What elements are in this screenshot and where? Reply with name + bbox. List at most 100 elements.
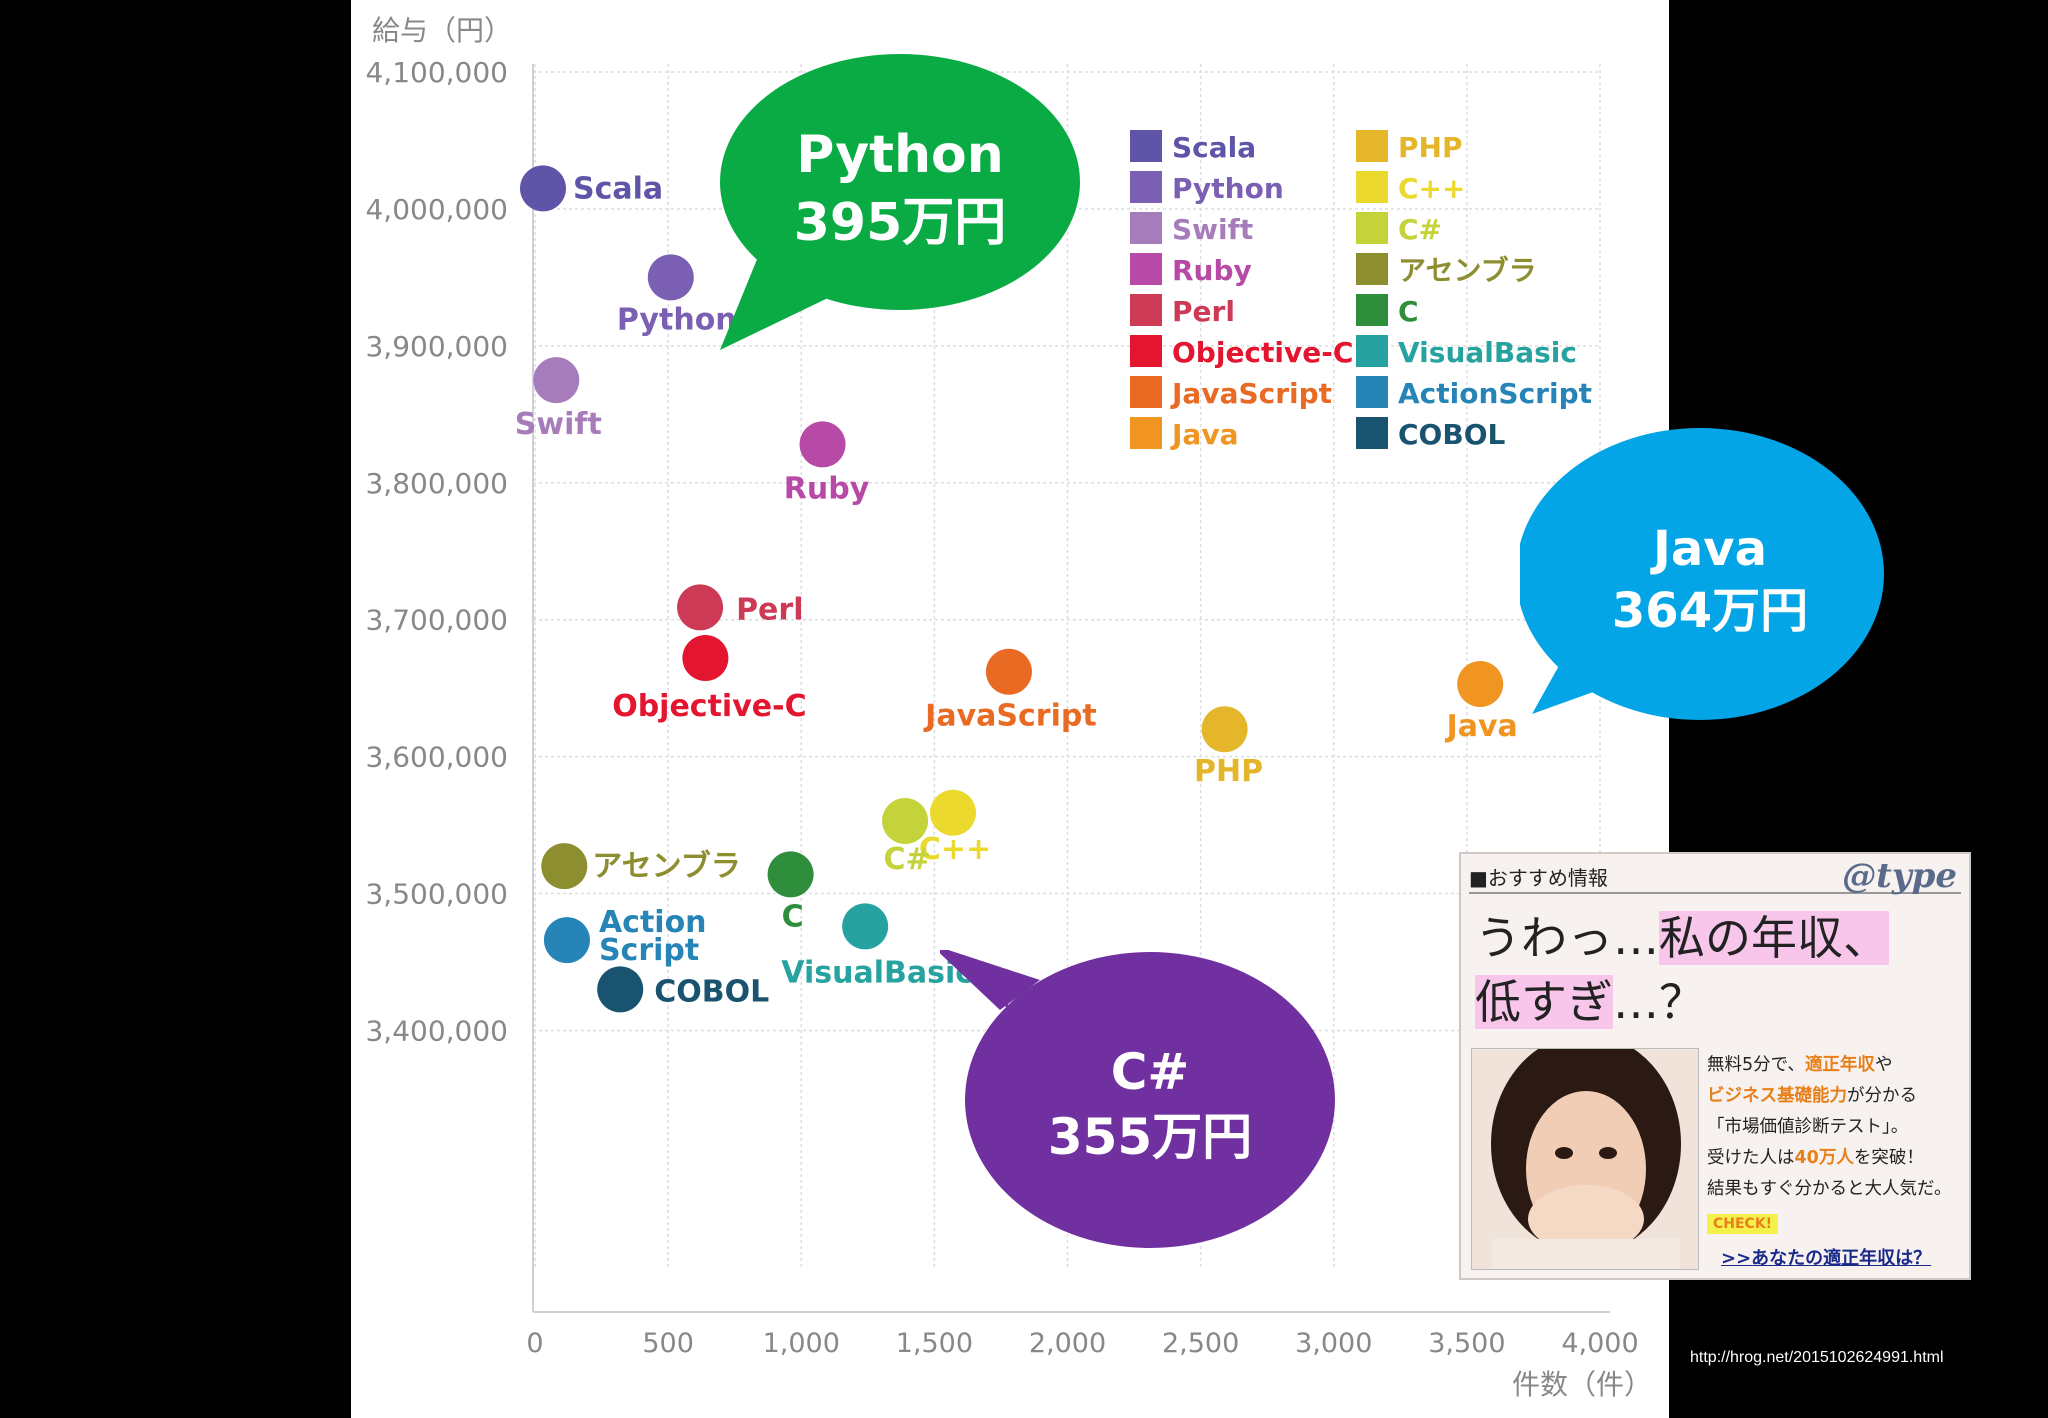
x-tick-label: 500	[642, 1328, 694, 1359]
ad-body-text: 無料5分で、	[1707, 1055, 1805, 1075]
ad-headline-highlight: 低すぎ	[1475, 975, 1613, 1029]
source-url: http://hrog.net/2015102624991.html	[1690, 1349, 1944, 1366]
callout-java: Java 364万円	[1520, 428, 1900, 728]
callout-java-line1: Java	[1653, 521, 1767, 577]
legend-swatch	[1130, 294, 1162, 326]
x-tick-label: 1,000	[763, 1328, 840, 1359]
point-	[541, 843, 588, 890]
point-label: VisualBasic	[781, 955, 973, 990]
legend-swatch	[1356, 171, 1388, 203]
point-label: Objective-C	[612, 689, 806, 724]
y-tick-label: 3,600,000	[365, 741, 508, 774]
legend-swatch	[1130, 376, 1162, 408]
point-label: C++	[919, 832, 991, 867]
point-label: Ruby	[784, 471, 870, 506]
ad-check-badge[interactable]: CHECK!	[1707, 1214, 1779, 1234]
legend-swatch	[1130, 335, 1162, 367]
point-objectivec	[682, 635, 729, 682]
point-label: C#	[884, 842, 931, 877]
ad-body-text: 結果もすぐ分かると大人気だ。	[1707, 1179, 1952, 1199]
ad-body-highlight: ビジネス基礎能力	[1707, 1086, 1847, 1106]
callout-java-line2: 364万円	[1611, 583, 1809, 640]
y-tick-label: 4,100,000	[365, 56, 508, 89]
callout-csharp-line1: C#	[1110, 1043, 1190, 1101]
ad-link[interactable]: >>あなたの適正年収は？	[1721, 1248, 1932, 1269]
legend-label: ActionScript	[1398, 377, 1592, 410]
x-axis-label: 件数（件）	[1512, 1368, 1652, 1401]
callout-python-line2: 395万円	[793, 192, 1007, 253]
point-perl	[677, 584, 724, 631]
legend-swatch	[1130, 171, 1162, 203]
x-tick-label: 3,500	[1428, 1328, 1505, 1359]
legend-swatch	[1130, 253, 1162, 285]
point-java	[1457, 661, 1504, 708]
legend-label: C++	[1398, 172, 1465, 205]
y-tick-label: 3,900,000	[365, 330, 508, 363]
legend-label: Swift	[1172, 213, 1253, 246]
legend-label: COBOL	[1398, 418, 1505, 451]
y-tick-label: 3,500,000	[365, 878, 508, 911]
y-tick-label: 3,700,000	[365, 604, 508, 637]
point-swift	[533, 357, 580, 404]
point-label: Perl	[736, 592, 803, 627]
point-javascript	[985, 648, 1032, 695]
legend-label: Python	[1172, 172, 1284, 205]
y-tick-label: 3,400,000	[365, 1014, 508, 1047]
legend-swatch	[1356, 335, 1388, 367]
ad-headline: うわっ…私の年収、 低すぎ…？	[1475, 906, 1965, 1034]
legend-label: Java	[1170, 418, 1238, 451]
legend-label: C	[1398, 295, 1419, 328]
legend-label: Objective-C	[1172, 336, 1353, 369]
ad-body: 無料5分で、適正年収や ビジネス基礎能力が分かる 「市場価値診断テスト」。 受け…	[1707, 1050, 1969, 1205]
point-scala	[519, 165, 566, 212]
legend-label: C#	[1398, 213, 1442, 246]
callout-csharp: C# 355万円	[940, 950, 1340, 1250]
legend-label: JavaScript	[1170, 377, 1332, 410]
legend: Scala Python Swift Ruby Perl Objective-C JavaS…	[1130, 130, 1592, 451]
point-label: JavaScript	[923, 699, 1097, 734]
axes: 0 500 1,000 1,500 2,000 2,500 3,000 3,500 4,000 3…	[365, 14, 1652, 1401]
legend-swatch	[1130, 130, 1162, 162]
point-c	[882, 797, 929, 844]
point-php	[1201, 706, 1248, 753]
x-tick-label: 4,000	[1561, 1328, 1638, 1359]
point-label: アセンブラ	[592, 849, 741, 884]
callout-python: Python 395万円	[680, 52, 1100, 352]
legend-swatch	[1356, 376, 1388, 408]
legend-swatch	[1130, 417, 1162, 449]
legend-label: Ruby	[1172, 254, 1252, 287]
legend-label: PHP	[1398, 131, 1462, 164]
x-tick-label: 2,500	[1162, 1328, 1239, 1359]
point-python	[647, 254, 694, 301]
point-label: Java	[1445, 709, 1518, 744]
point-label: COBOL	[654, 974, 769, 1009]
legend-swatch	[1356, 212, 1388, 244]
ad-header: ■おすすめ情報 @type	[1469, 856, 1961, 896]
legend-swatch	[1356, 417, 1388, 449]
ad-headline-highlight: 私の年収、	[1659, 911, 1889, 965]
ad-body-text: が分かる	[1847, 1086, 1917, 1106]
legend-label: Perl	[1172, 295, 1235, 328]
point-c	[767, 851, 814, 898]
point-label: Swift	[515, 407, 602, 442]
y-tick-label: 3,800,000	[365, 467, 508, 500]
x-tick-label: 3,000	[1295, 1328, 1372, 1359]
legend-label: Scala	[1172, 131, 1256, 164]
legend-swatch	[1356, 130, 1388, 162]
point-label: PHP	[1194, 754, 1263, 789]
point-cobol	[597, 966, 644, 1013]
legend-swatch	[1130, 212, 1162, 244]
point-label: C	[782, 899, 804, 934]
ad-banner[interactable]: ■おすすめ情報 @type うわっ…私の年収、 低すぎ…？ 無料5分で、適正年収…	[1459, 852, 1971, 1280]
ad-body-text: を突破！	[1853, 1148, 1924, 1168]
point-actionscript	[543, 917, 590, 964]
ad-body-highlight: 40万人	[1794, 1148, 1854, 1168]
point-ruby	[799, 421, 846, 468]
point-visualbasic	[842, 903, 889, 950]
x-tick-label: 0	[526, 1328, 543, 1359]
ad-body-text: や	[1874, 1055, 1893, 1075]
woman-photo-icon	[1472, 1049, 1698, 1269]
point-c	[930, 789, 977, 836]
